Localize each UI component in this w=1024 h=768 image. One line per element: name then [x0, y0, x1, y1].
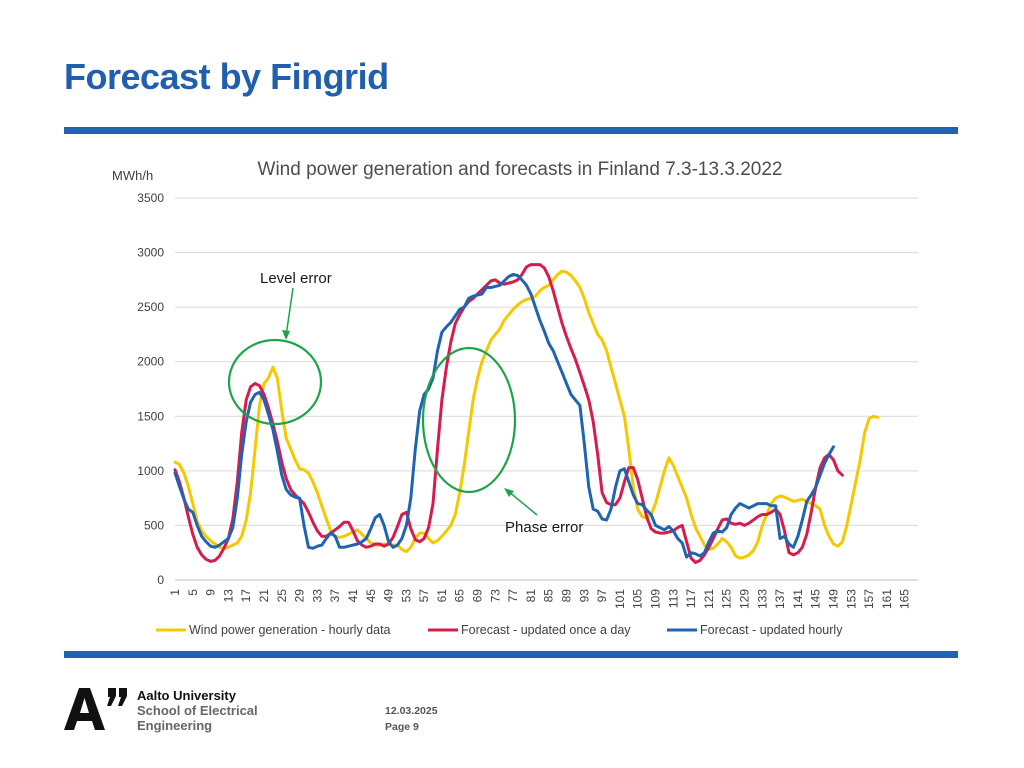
x-tick-label: 1	[168, 589, 182, 596]
phase-error-arrow	[507, 490, 538, 516]
series-line-forecast-daily	[173, 263, 844, 564]
x-tick-label: 49	[382, 589, 396, 603]
x-tick-label: 25	[275, 589, 289, 603]
x-tick-label: 41	[346, 589, 360, 603]
phase-error-ellipse	[421, 346, 517, 494]
series-line-forecast-hourly	[173, 272, 835, 559]
bottom-divider	[64, 651, 958, 658]
y-tick-label: 2500	[137, 300, 164, 314]
x-tick-label: 161	[880, 589, 894, 609]
x-tick-label: 13	[221, 589, 235, 603]
x-tick-label: 65	[453, 589, 467, 603]
logo-a-glyph	[64, 688, 105, 730]
school-name-line1: School of Electrical	[137, 703, 258, 718]
slide-date: 12.03.2025	[385, 705, 438, 717]
x-tick-label: 129	[737, 589, 751, 609]
university-block: Aalto University School of Electrical En…	[137, 688, 258, 733]
x-tick-label: 157	[862, 589, 876, 609]
x-tick-label: 113	[666, 589, 680, 608]
phase-error-arrowhead	[504, 488, 514, 497]
x-tick-label: 93	[577, 589, 591, 603]
annotations: Level error Phase error	[227, 270, 583, 536]
x-tick-label: 5	[186, 589, 200, 596]
wind-power-chart: MWh/h Wind power generation and forecast…	[112, 159, 918, 637]
legend-label-generation: Wind power generation - hourly data	[189, 623, 391, 637]
x-tick-label: 133	[755, 589, 769, 609]
aalto-logo	[62, 686, 132, 737]
level-error-circle	[227, 338, 323, 426]
y-tick-label: 3000	[137, 246, 164, 260]
x-tick-label: 149	[826, 589, 840, 609]
y-tick-label: 0	[157, 573, 164, 587]
x-tick-label: 53	[399, 589, 413, 603]
x-tick-label: 97	[595, 589, 609, 603]
series-lines	[173, 263, 880, 564]
x-tick-label: 61	[435, 589, 449, 603]
legend-label-forecast-daily: Forecast - updated once a day	[461, 623, 631, 637]
x-tick-label: 105	[631, 589, 645, 609]
university-name: Aalto University	[137, 688, 236, 703]
x-tick-label: 121	[702, 589, 716, 609]
series-line-generation	[173, 269, 880, 560]
level-error-label: Level error	[260, 270, 332, 287]
y-tick-label: 2000	[137, 355, 164, 369]
y-tick-label: 3500	[137, 191, 164, 205]
x-tick-label: 77	[506, 589, 520, 603]
y-axis-ticks: 0 500 1000 1500 2000 2500 3000 3500	[137, 191, 164, 587]
page-number: Page 9	[385, 721, 419, 733]
level-error-arrow	[285, 287, 294, 337]
slide-title: Forecast by Fingrid	[64, 56, 389, 97]
x-tick-label: 73	[488, 589, 502, 603]
gridlines	[175, 197, 918, 581]
x-tick-label: 109	[649, 589, 663, 609]
x-tick-label: 137	[773, 589, 787, 609]
x-tick-label: 153	[844, 589, 858, 609]
legend: Wind power generation - hourly data Fore…	[156, 623, 843, 637]
x-tick-label: 165	[898, 589, 912, 609]
x-tick-label: 45	[364, 589, 378, 603]
x-tick-label: 37	[328, 589, 342, 603]
x-tick-label: 85	[542, 589, 556, 603]
x-tick-label: 57	[417, 589, 431, 603]
footer: 12.03.2025 Page 9	[385, 703, 438, 735]
x-tick-label: 33	[310, 589, 324, 603]
top-divider	[64, 127, 958, 134]
x-tick-label: 89	[560, 589, 574, 603]
y-tick-label: 1000	[137, 464, 164, 478]
x-tick-label: 141	[791, 589, 805, 609]
chart-title: Wind power generation and forecasts in F…	[258, 159, 783, 180]
legend-label-forecast-hourly: Forecast - updated hourly	[700, 623, 843, 637]
y-axis-unit-label: MWh/h	[112, 168, 153, 183]
logo-quote-left	[107, 688, 116, 706]
x-tick-label: 9	[204, 589, 218, 596]
x-tick-label: 69	[471, 589, 485, 603]
x-tick-label: 17	[239, 589, 253, 603]
y-tick-label: 1500	[137, 409, 164, 423]
x-tick-label: 81	[524, 589, 538, 603]
x-tick-label: 117	[684, 589, 698, 608]
x-tick-label: 101	[613, 589, 627, 609]
school-name-line2: Engineering	[137, 718, 213, 733]
x-tick-label: 125	[720, 589, 734, 609]
x-tick-label: 29	[293, 589, 307, 603]
x-tick-label: 21	[257, 589, 271, 603]
level-error-arrowhead	[282, 330, 290, 340]
x-tick-label: 145	[809, 589, 823, 609]
x-axis-ticks: 1 5 9 13 17 21 25 29 33 37 41 45 49 53 57 61 65 69 73 77 81 8…	[168, 589, 912, 609]
y-tick-label: 500	[144, 518, 164, 532]
phase-error-label: Phase error	[505, 519, 583, 536]
logo-quote-right	[118, 688, 127, 706]
